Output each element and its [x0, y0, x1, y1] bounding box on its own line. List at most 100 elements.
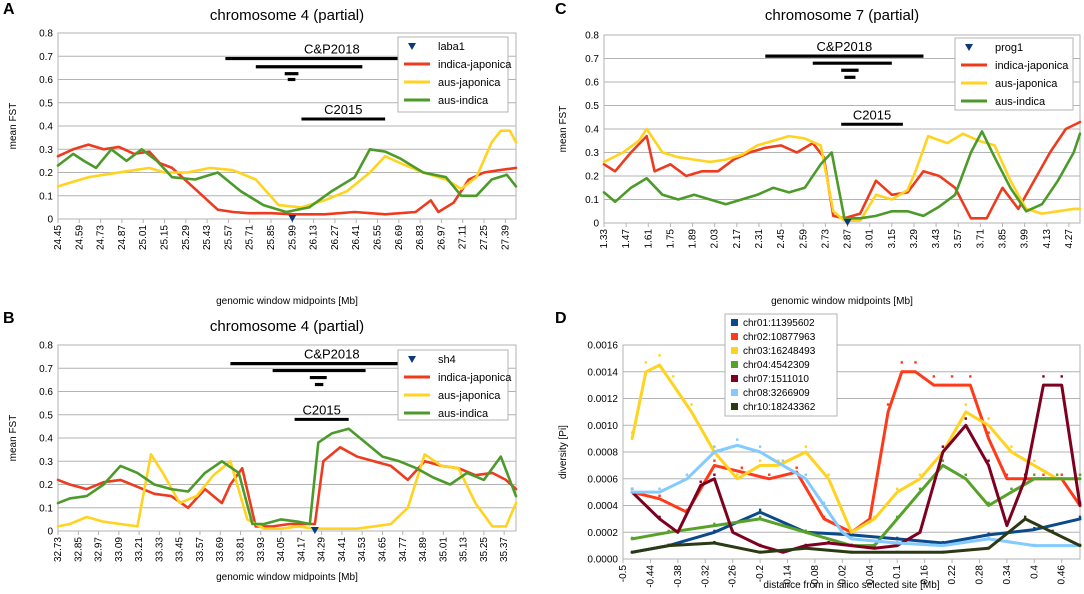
panel-letter: C — [555, 1, 567, 18]
x-tick-label: 0.1 — [892, 565, 903, 579]
y-tick-label: 0.1 — [39, 503, 53, 514]
data-point — [1042, 473, 1045, 476]
y-axis-label: mean FST — [8, 103, 19, 150]
legend-label: sh4 — [438, 354, 456, 366]
c2015-label: C2015 — [302, 402, 340, 417]
x-tick-label: 35.25 — [479, 537, 490, 562]
x-tick-label: 32.73 — [53, 537, 64, 562]
data-point — [781, 550, 785, 554]
data-point — [827, 540, 830, 544]
legend-label: chr02:10877963 — [743, 332, 816, 343]
legend-swatch — [731, 361, 738, 368]
x-tick-label: 34.41 — [337, 537, 348, 562]
data-point — [758, 459, 762, 462]
data-point — [713, 540, 716, 544]
data-point — [1033, 459, 1036, 462]
panel-title: chromosome 7 (partial) — [765, 7, 919, 24]
panel-d: D 0.0000 0.0002 0.0004 0.0006 0.0008 0.0010 0.0… — [555, 310, 1082, 591]
legend-swatch — [731, 403, 738, 410]
legend-swatch — [731, 389, 738, 396]
x-tick-label: 24.45 — [53, 225, 64, 250]
x-tick-label: 0.04 — [865, 565, 876, 585]
x-tick-label: 33.33 — [154, 537, 165, 562]
y-tick-label: 0.5 — [39, 410, 53, 421]
legend-marker — [408, 43, 416, 50]
x-tick-label: -0.14 — [783, 565, 794, 588]
x-tick-label: 25.99 — [287, 225, 298, 250]
x-tick-label: 33.21 — [134, 537, 145, 562]
data-point — [630, 536, 634, 540]
x-tick-label: 25.01 — [138, 225, 149, 250]
data-point — [896, 536, 899, 540]
data-point — [740, 466, 744, 469]
x-tick-label: 2.45 — [776, 229, 787, 249]
x-tick-label: 0.16 — [920, 565, 931, 585]
x-tick-label: 24.59 — [74, 225, 85, 250]
y-tick-label: 0.1 — [585, 195, 599, 206]
data-point — [630, 550, 634, 554]
x-tick-label: 3.99 — [1020, 229, 1031, 249]
data-point — [690, 403, 693, 406]
x-tick-label: 33.93 — [256, 537, 267, 562]
legend-label: chr10:18243362 — [743, 402, 816, 413]
x-tick-label: 32.85 — [73, 537, 84, 562]
y-tick-label: 0.3 — [585, 148, 599, 159]
y-tick-label: 0.8 — [39, 29, 53, 40]
legend-label: laba1 — [438, 41, 465, 53]
y-tick-label: 0.5 — [39, 98, 53, 109]
x-tick-label: 1.47 — [621, 229, 632, 249]
x-tick-label: 2.17 — [732, 229, 743, 249]
c2015-label: C2015 — [324, 102, 362, 117]
legend-label: chr04:4542309 — [743, 360, 810, 371]
x-tick-label: 2.87 — [843, 229, 854, 249]
legend-label: chr08:3266909 — [743, 388, 810, 399]
data-point — [918, 529, 922, 533]
site-marker — [288, 215, 297, 222]
data-point — [658, 494, 661, 498]
data-point — [873, 515, 876, 519]
y-tick-label: 0.3 — [39, 145, 53, 156]
data-point — [804, 473, 807, 476]
x-tick-label: -0.26 — [728, 565, 739, 588]
data-point — [736, 438, 739, 441]
x-axis-label: distance from in silico selected site [M… — [763, 580, 939, 591]
legend-label: aus-japonica — [438, 77, 501, 89]
x-tick-label: 33.57 — [195, 537, 206, 562]
legend-label: indica-japonica — [438, 372, 512, 384]
x-tick-label: 3.71 — [975, 229, 986, 249]
x-tick-label: 4.13 — [1042, 229, 1053, 249]
x-tick-label: 35.13 — [459, 537, 470, 562]
x-tick-label: 25.57 — [223, 225, 234, 250]
x-axis-label: genomic window midpoints [Mb] — [771, 296, 913, 307]
data-point — [896, 487, 899, 490]
x-tick-label: 27.11 — [458, 225, 469, 250]
data-point — [896, 543, 899, 547]
data-point — [822, 501, 826, 505]
series-line-chr10 — [630, 517, 1082, 554]
data-point — [886, 403, 890, 406]
x-tick-label: 35.01 — [438, 537, 449, 562]
data-point — [713, 473, 716, 476]
data-point — [630, 487, 634, 490]
x-tick-label: 1.61 — [643, 229, 654, 249]
x-tick-label: 33.81 — [236, 537, 247, 562]
series-line-aus_indica — [56, 427, 518, 526]
panel-letter: A — [3, 1, 15, 18]
x-tick-label: 34.17 — [296, 537, 307, 562]
y-tick-label: 0 — [47, 527, 53, 538]
legend-label: chr03:16248493 — [743, 346, 816, 357]
y-axis-label: mean FST — [558, 106, 569, 153]
data-point — [795, 466, 798, 469]
x-tick-label: 33.09 — [114, 537, 125, 562]
data-point — [987, 417, 990, 420]
data-point — [1055, 473, 1059, 476]
data-point — [758, 550, 762, 554]
x-tick-label: -0.38 — [673, 565, 684, 588]
legend-frame — [954, 37, 1074, 111]
x-tick-label: 3.85 — [998, 229, 1009, 249]
x-tick-label: 4.27 — [1064, 229, 1075, 249]
series-line-chr08 — [630, 443, 1082, 548]
data-point — [1060, 473, 1063, 476]
x-tick-label: 24.73 — [96, 225, 107, 250]
data-point — [827, 473, 830, 476]
